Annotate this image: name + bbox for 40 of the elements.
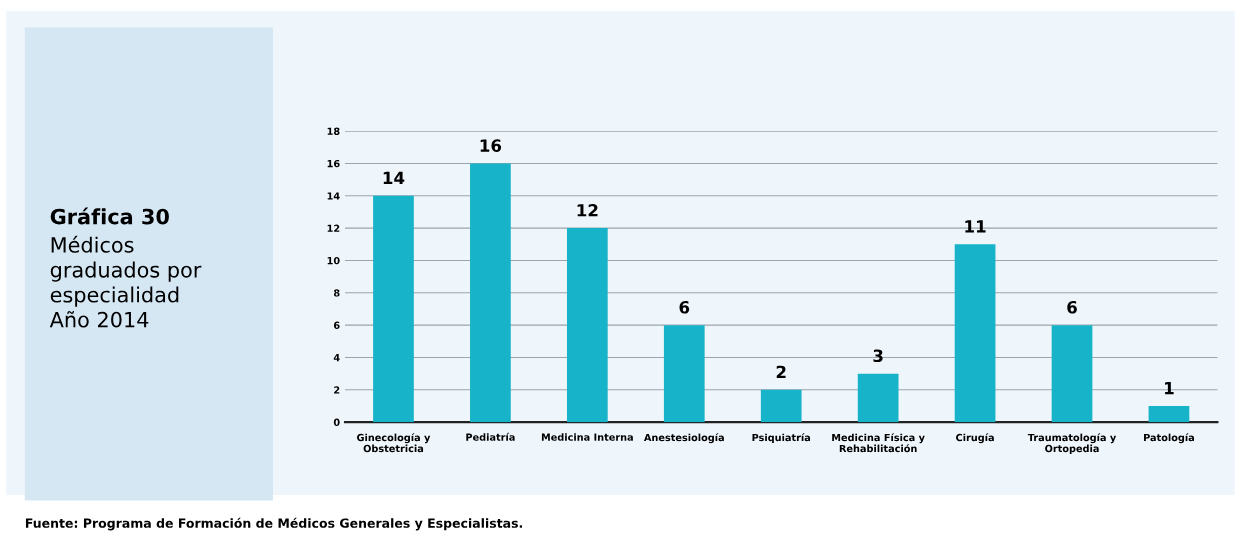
bar [954, 244, 996, 423]
bar [857, 373, 899, 423]
bar [470, 163, 511, 423]
data-label: 6 [679, 300, 690, 314]
text: Médicos graduados por especialidad Año 2014 [49, 235, 202, 328]
bar [1051, 325, 1093, 423]
x-tick-label: Psiquiatría [752, 433, 811, 444]
x-tick-label: Traumatología y Ortopedia [1027, 433, 1117, 455]
x-tick-label: Ginecología y Obstetricia [357, 433, 431, 453]
y-tick-label: 8 [333, 289, 340, 297]
x-tick-label: Anestesiología [643, 433, 724, 444]
bar [566, 228, 608, 423]
x-tick-label: Medicina Interna [541, 433, 633, 441]
bar [663, 325, 705, 423]
y-tick-label: 10 [327, 256, 340, 265]
data-label: 6 [1067, 300, 1077, 314]
data-label: 11 [965, 220, 986, 233]
data-label: 14 [383, 171, 405, 184]
y-tick-label: 16 [327, 159, 340, 168]
y-tick-label: 12 [327, 224, 340, 232]
y-tick-label: 14 [327, 192, 340, 200]
x-tick-label: Medicina Física y Rehabilitación [832, 433, 925, 453]
data-label: 3 [873, 349, 883, 363]
bar [760, 389, 802, 423]
x-tick-label: Patología [1144, 433, 1194, 444]
text: Gráfica 30 [50, 207, 169, 225]
data-label: 12 [577, 203, 598, 217]
data-label: 2 [776, 365, 786, 379]
x-tick-label: Cirugía [956, 433, 994, 444]
y-tick-label: 18 [327, 127, 340, 135]
y-tick-label: 6 [333, 321, 340, 329]
bar [1148, 405, 1190, 423]
x-tick-label: Pediatría [466, 432, 515, 441]
y-tick-label: 0 [333, 418, 340, 426]
data-label: 1 [1165, 382, 1174, 395]
y-tick-label: 4 [333, 354, 340, 362]
source-note: Fuente: Programa de Formación de Médicos Generales y Especialistas. [25, 517, 522, 531]
y-tick-label: 2 [334, 386, 340, 394]
data-label: 16 [480, 139, 502, 152]
bar [373, 195, 414, 423]
